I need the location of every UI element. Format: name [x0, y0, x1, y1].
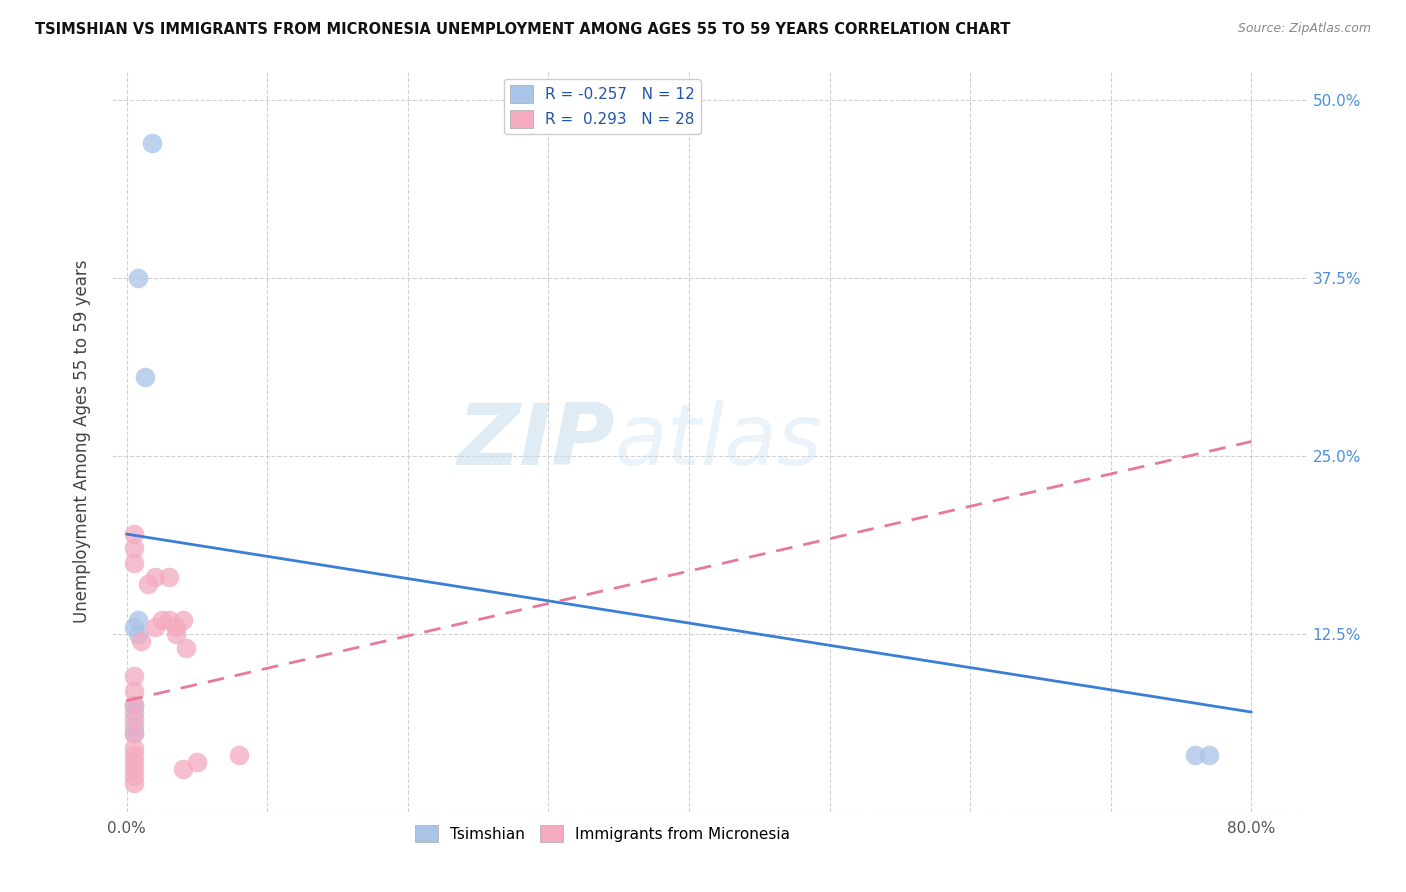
Point	[157, 613, 180, 627]
Point	[228, 747, 250, 762]
Point	[127, 626, 149, 640]
Point	[1184, 747, 1206, 762]
Point	[122, 527, 145, 541]
Y-axis label: Unemployment Among Ages 55 to 59 years: Unemployment Among Ages 55 to 59 years	[73, 260, 91, 624]
Text: ZIP: ZIP	[457, 400, 614, 483]
Point	[122, 726, 145, 740]
Point	[127, 613, 149, 627]
Point	[172, 613, 194, 627]
Point	[122, 541, 145, 556]
Point	[143, 570, 166, 584]
Point	[174, 640, 197, 655]
Point	[122, 769, 145, 783]
Point	[150, 613, 173, 627]
Point	[122, 712, 145, 726]
Legend: Tsimshian, Immigrants from Micronesia: Tsimshian, Immigrants from Micronesia	[409, 819, 796, 848]
Point	[172, 762, 194, 776]
Point	[143, 619, 166, 633]
Point	[165, 626, 187, 640]
Text: atlas: atlas	[614, 400, 823, 483]
Point	[136, 577, 159, 591]
Point	[165, 619, 187, 633]
Point	[122, 556, 145, 570]
Point	[122, 762, 145, 776]
Point	[122, 669, 145, 683]
Point	[122, 776, 145, 790]
Text: TSIMSHIAN VS IMMIGRANTS FROM MICRONESIA UNEMPLOYMENT AMONG AGES 55 TO 59 YEARS C: TSIMSHIAN VS IMMIGRANTS FROM MICRONESIA …	[35, 22, 1011, 37]
Point	[122, 719, 145, 733]
Point	[186, 755, 208, 769]
Point	[122, 683, 145, 698]
Point	[122, 726, 145, 740]
Point	[127, 270, 149, 285]
Point	[122, 698, 145, 712]
Point	[141, 136, 163, 150]
Point	[157, 570, 180, 584]
Point	[122, 698, 145, 712]
Point	[122, 740, 145, 755]
Point	[122, 705, 145, 719]
Point	[129, 633, 152, 648]
Point	[122, 619, 145, 633]
Text: Source: ZipAtlas.com: Source: ZipAtlas.com	[1237, 22, 1371, 36]
Point	[134, 370, 156, 384]
Point	[122, 755, 145, 769]
Point	[122, 747, 145, 762]
Point	[1198, 747, 1220, 762]
